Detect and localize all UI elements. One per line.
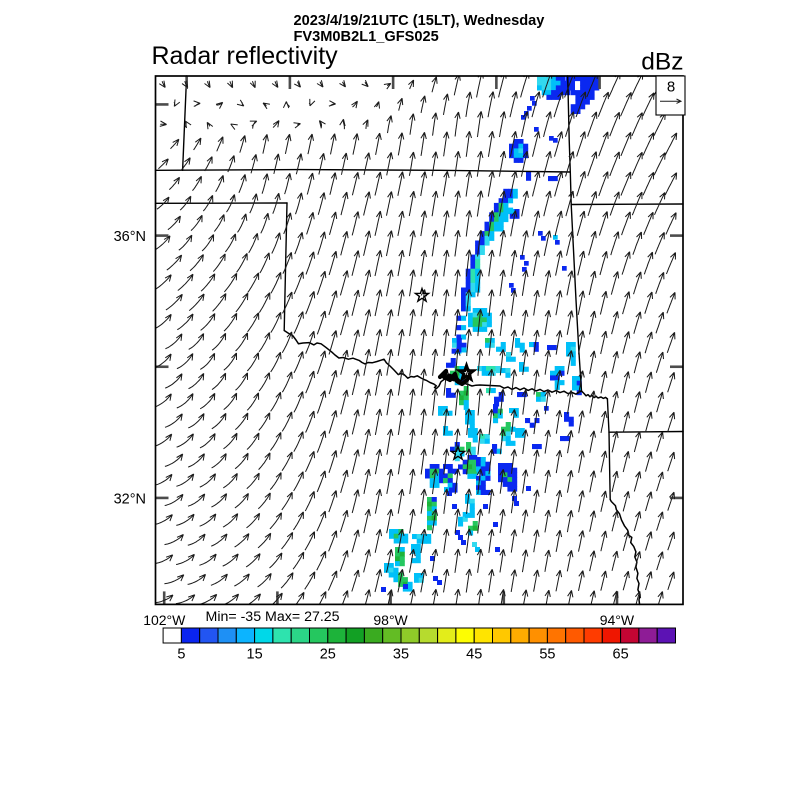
svg-text:65: 65 [613, 647, 629, 663]
svg-text:15: 15 [247, 647, 263, 663]
svg-text:Radar reflectivity: Radar reflectivity [152, 42, 339, 70]
svg-text:2023/4/19/21UTC (15LT), Wednes: 2023/4/19/21UTC (15LT), Wednesday [294, 13, 546, 29]
svg-text:8: 8 [667, 79, 675, 96]
svg-text:36°N: 36°N [114, 229, 146, 245]
svg-text:FV3M0B2L1_GFS025: FV3M0B2L1_GFS025 [294, 29, 439, 45]
svg-text:102°W: 102°W [143, 612, 186, 628]
svg-text:45: 45 [466, 647, 482, 663]
svg-text:94°W: 94°W [600, 612, 635, 628]
svg-text:55: 55 [539, 647, 555, 663]
svg-text:35: 35 [393, 647, 409, 663]
svg-text:Min= -35 Max= 27.25: Min= -35 Max= 27.25 [206, 609, 340, 625]
svg-text:5: 5 [177, 647, 185, 663]
svg-text:25: 25 [320, 647, 336, 663]
svg-text:98°W: 98°W [373, 612, 408, 628]
svg-text:32°N: 32°N [114, 492, 146, 508]
svg-text:dBz: dBz [641, 48, 683, 75]
